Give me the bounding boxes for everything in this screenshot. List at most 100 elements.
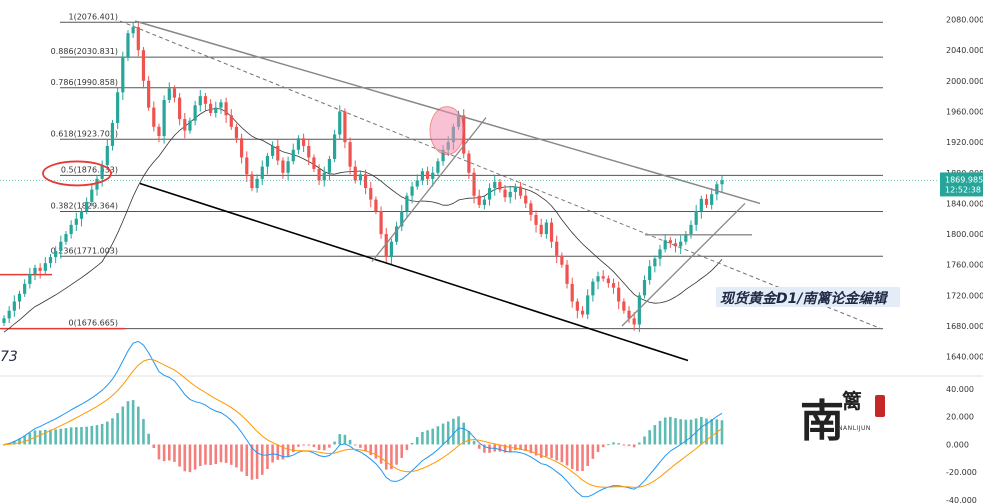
candle-body (498, 181, 502, 190)
candle-body (363, 174, 368, 189)
candle-body (43, 263, 47, 271)
lower-channel-line (139, 182, 689, 362)
macd-histogram-bar (317, 444, 321, 451)
macd-histogram-bar (250, 444, 254, 480)
macd-histogram-bar (59, 428, 63, 445)
candle-body (240, 138, 244, 158)
candle-body (348, 142, 352, 167)
candle-body (539, 224, 543, 235)
candle-body (694, 211, 698, 225)
candle-body (90, 189, 94, 202)
candle-body (7, 310, 11, 319)
macd-histogram-bar (188, 444, 192, 473)
candle-body (591, 281, 595, 296)
macd-tick-label: -20.000 (946, 468, 977, 477)
candle-body (121, 57, 125, 93)
macd-histogram-bar (23, 435, 26, 445)
macd-histogram-bar (183, 444, 187, 472)
macd-histogram-bar (384, 444, 388, 470)
macd-histogram-bar (255, 444, 259, 479)
candle-body (472, 172, 476, 196)
candle-body (214, 107, 218, 113)
candle-body (529, 203, 533, 215)
price-tick-label: 2080.000 (946, 15, 983, 24)
candle-body (152, 107, 156, 127)
candle-body (276, 145, 280, 161)
macd-histogram-bar (307, 444, 311, 446)
macd-line (3, 340, 723, 498)
candle-body (720, 180, 724, 185)
candle-body (384, 234, 388, 258)
candle-body (95, 178, 99, 190)
candle-body (611, 283, 616, 288)
macd-histogram-bar (18, 438, 21, 445)
macd-tick-label: 40.000 (946, 385, 974, 394)
candle-body (54, 250, 58, 258)
candle-body (291, 149, 295, 162)
watermark-bg (716, 287, 900, 307)
fib-label: 0.236(1771.003) (51, 246, 118, 255)
macd-histogram-bar (297, 444, 300, 447)
macd-histogram-bar (379, 444, 383, 464)
macd-histogram-bar (638, 442, 641, 445)
candle-body (28, 273, 32, 284)
price-tick-label: 1920.000 (946, 138, 983, 147)
dashed-trendline (119, 20, 883, 330)
price-tick-label: 2040.000 (946, 46, 983, 55)
candle-body (606, 278, 610, 284)
candle-body (147, 80, 151, 108)
macd-histogram-bar (550, 444, 553, 459)
candle-body (710, 194, 714, 205)
ma-line (3, 108, 723, 333)
macd-histogram-bar (586, 444, 589, 466)
candle-body (394, 226, 399, 242)
candle-body (658, 249, 662, 259)
candle-body (586, 295, 590, 315)
candle-body (245, 157, 249, 175)
candle-body (265, 155, 270, 167)
macd-histogram-bar (514, 444, 517, 451)
macd-histogram-bar (198, 444, 202, 466)
macd-histogram-bar (348, 439, 352, 445)
macd-histogram-bar (75, 427, 78, 445)
candle-body (203, 96, 208, 104)
macd-histogram-bar (581, 444, 584, 472)
candle-body (157, 126, 161, 136)
candle-body (281, 160, 285, 173)
macd-histogram-bar (235, 444, 238, 468)
macd-histogram-bar (85, 426, 88, 445)
macd-histogram-bar (648, 430, 651, 445)
moving-average (3, 108, 723, 333)
highlight-ellipse-pink (429, 106, 465, 156)
candle-body (209, 103, 213, 113)
candle-body (601, 276, 605, 279)
macd-histogram-bar (710, 419, 713, 445)
macd-histogram-bar (565, 444, 569, 466)
macd-histogram-bar (555, 444, 559, 461)
macd-histogram-bar (291, 444, 295, 452)
candle-body (178, 97, 182, 120)
candle-body (59, 241, 63, 251)
macd-histogram-bar (607, 444, 610, 446)
logo-glyph-small: 篱 (842, 389, 862, 413)
candle-body (327, 158, 332, 173)
candle-body (296, 138, 301, 150)
candle-body (715, 184, 719, 195)
candle-body (271, 145, 275, 156)
macd-histogram-bar (390, 444, 393, 470)
fib-label: 0.5(1876.533) (61, 165, 118, 174)
annotations: 现货黄金D1/南篱论金编辑 73 南篱 NANLIJUN (0, 106, 900, 447)
macd-histogram-bar (54, 429, 57, 445)
candle-body (575, 301, 579, 311)
candle-body (493, 181, 497, 189)
candle-body (167, 88, 171, 100)
macd-histogram-bar (467, 431, 471, 445)
candle-body (301, 138, 306, 146)
macd-histogram-bar (28, 432, 32, 445)
trendlines (119, 20, 883, 362)
candle-body (663, 240, 667, 250)
candle-body (400, 211, 404, 227)
candle-body (632, 318, 636, 325)
candle-body (441, 149, 445, 162)
